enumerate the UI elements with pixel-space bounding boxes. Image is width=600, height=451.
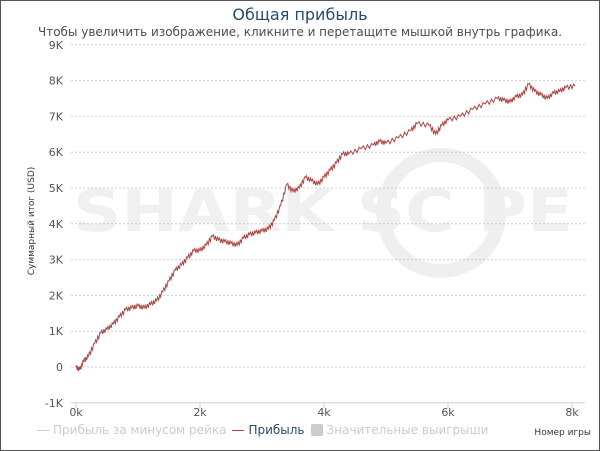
x-tick-label: 4k (317, 406, 331, 419)
y-tick-label: 7K (49, 110, 64, 123)
chart-title: Общая прибыль (232, 5, 368, 24)
y-tick-label: 5K (49, 182, 64, 195)
y-tick-label: 8K (49, 75, 64, 88)
y-tick-label: -1K (45, 397, 64, 410)
legend-item-net-profit[interactable]: Прибыль за минусом рейка (37, 423, 226, 437)
legend-label: Прибыль за минусом рейка (53, 423, 227, 437)
x-axis-label: Номер игры (534, 428, 591, 438)
y-tick-label: 9K (49, 39, 64, 52)
legend-item-profit[interactable]: Прибыль (232, 423, 305, 437)
legend-line-icon (232, 429, 245, 431)
legend-square-icon (310, 424, 323, 436)
y-tick-label: 3K (49, 254, 64, 267)
y-tick-label: 1K (49, 325, 64, 338)
legend: Прибыль за минусом рейка Прибыль Значите… (37, 423, 494, 437)
x-tick-label: 8k (565, 406, 579, 419)
x-tick-label: 2k (193, 406, 207, 419)
y-tick-label: 4K (49, 218, 64, 231)
watermark-crosshair-icon (376, 148, 506, 278)
x-tick-label: 0k (69, 406, 83, 419)
y-tick-label: 2K (49, 289, 64, 302)
y-tick-label: 6K (49, 146, 64, 159)
legend-label: Значительные выигрыши (326, 423, 489, 437)
chart-subtitle: Чтобы увеличить изображение, кликните и … (37, 25, 563, 39)
legend-label: Прибыль (248, 423, 305, 437)
legend-item-big-wins[interactable]: Значительные выигрыши (310, 423, 489, 437)
y-axis-label: Суммарный итог (USD) (27, 166, 37, 276)
x-tick-label: 6k (441, 406, 455, 419)
series-line-profit[interactable] (75, 82, 576, 372)
legend-line-icon (37, 429, 49, 431)
y-tick-label: 0 (56, 361, 63, 374)
